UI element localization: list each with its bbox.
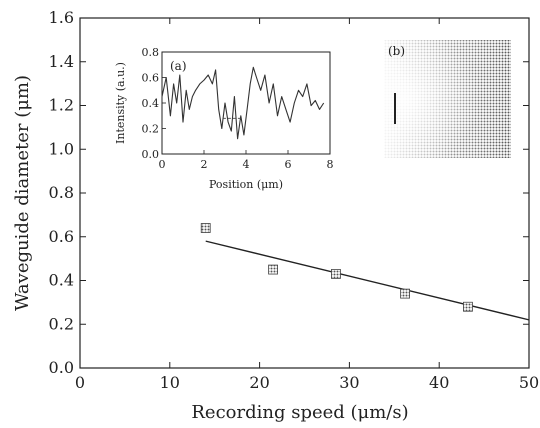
main-x-tick-label: 10: [160, 373, 180, 392]
inset-a-x-axis-label: Position (μm): [209, 178, 283, 191]
inset-a-frame: [161, 51, 331, 155]
main-data-point: [200, 223, 211, 233]
main-data-point: [331, 269, 341, 279]
inset-a-x-tick-label: 0: [159, 158, 166, 171]
inset-a-y-tick-label: 0.2: [142, 123, 160, 136]
inset-a-y-tick-label: 0.0: [142, 148, 160, 161]
main-x-ticks: 0 10 20 30 40 50: [75, 18, 539, 392]
main-y-tick-label: 0.0: [49, 358, 74, 377]
inset-a-x-ticks: 0 2 4 6 8: [159, 150, 334, 171]
main-x-axis-label: Recording speed (μm/s): [191, 402, 408, 423]
inset-a-y-axis-label: Intensity (a.u.): [114, 62, 127, 144]
main-y-tick-label: 0.4: [49, 271, 74, 290]
main-y-tick-label: 0.6: [49, 227, 74, 246]
inset-b-image: (b): [384, 40, 511, 158]
main-y-tick-label: 1.0: [49, 139, 74, 158]
main-y-tick-label: 1.2: [49, 96, 74, 115]
main-chart: 0.00.20.40.60.81.01.21.41.6 0 10 20 30 40 50 …: [12, 8, 539, 423]
inset-a-y-tick-label: 0.4: [142, 97, 160, 110]
inset-a-y-tick-label: 0.6: [142, 72, 160, 85]
main-y-tick-label: 1.4: [49, 52, 74, 71]
inset-a-y-ticks: 0.0 0.2 0.4 0.6 0.8: [142, 46, 166, 161]
main-data-point: [463, 301, 473, 312]
main-x-tick-label: 30: [339, 373, 359, 392]
main-y-tick-label: 0.8: [49, 183, 74, 202]
main-y-axis-label: Waveguide diameter (μm): [12, 75, 33, 311]
main-y-ticks: 0.0 0.2 0.4 0.6 0.8 1.0 1.2 1.4 1.6: [49, 8, 529, 377]
inset-b-glow: [384, 40, 511, 158]
inset-a-intensity-line: [161, 66, 325, 140]
main-x-tick-label: 20: [249, 373, 269, 392]
main-data-point: [400, 288, 410, 299]
main-fit-line: [205, 240, 530, 321]
main-y-tick-label: 0.2: [49, 314, 74, 333]
main-y-tick-label: 1.6: [49, 8, 74, 27]
inset-a-y-tick-label: 0.8: [142, 46, 160, 59]
main-x-tick-label: 50: [519, 373, 539, 392]
main-x-tick-label: 0: [75, 373, 85, 392]
main-x-tick-label: 40: [429, 373, 449, 392]
inset-a-panel-label: (a): [170, 59, 187, 73]
inset-a-x-tick-label: 8: [327, 158, 334, 171]
inset-a-x-tick-label: 6: [285, 158, 292, 171]
main-data-point: [268, 264, 278, 275]
inset-a-x-tick-label: 4: [243, 158, 250, 171]
main-data-points: [200, 223, 473, 312]
inset-a-x-tick-label: 2: [201, 158, 208, 171]
inset-b-panel-label: (b): [388, 44, 405, 58]
main-fit-line-group: [205, 240, 530, 321]
